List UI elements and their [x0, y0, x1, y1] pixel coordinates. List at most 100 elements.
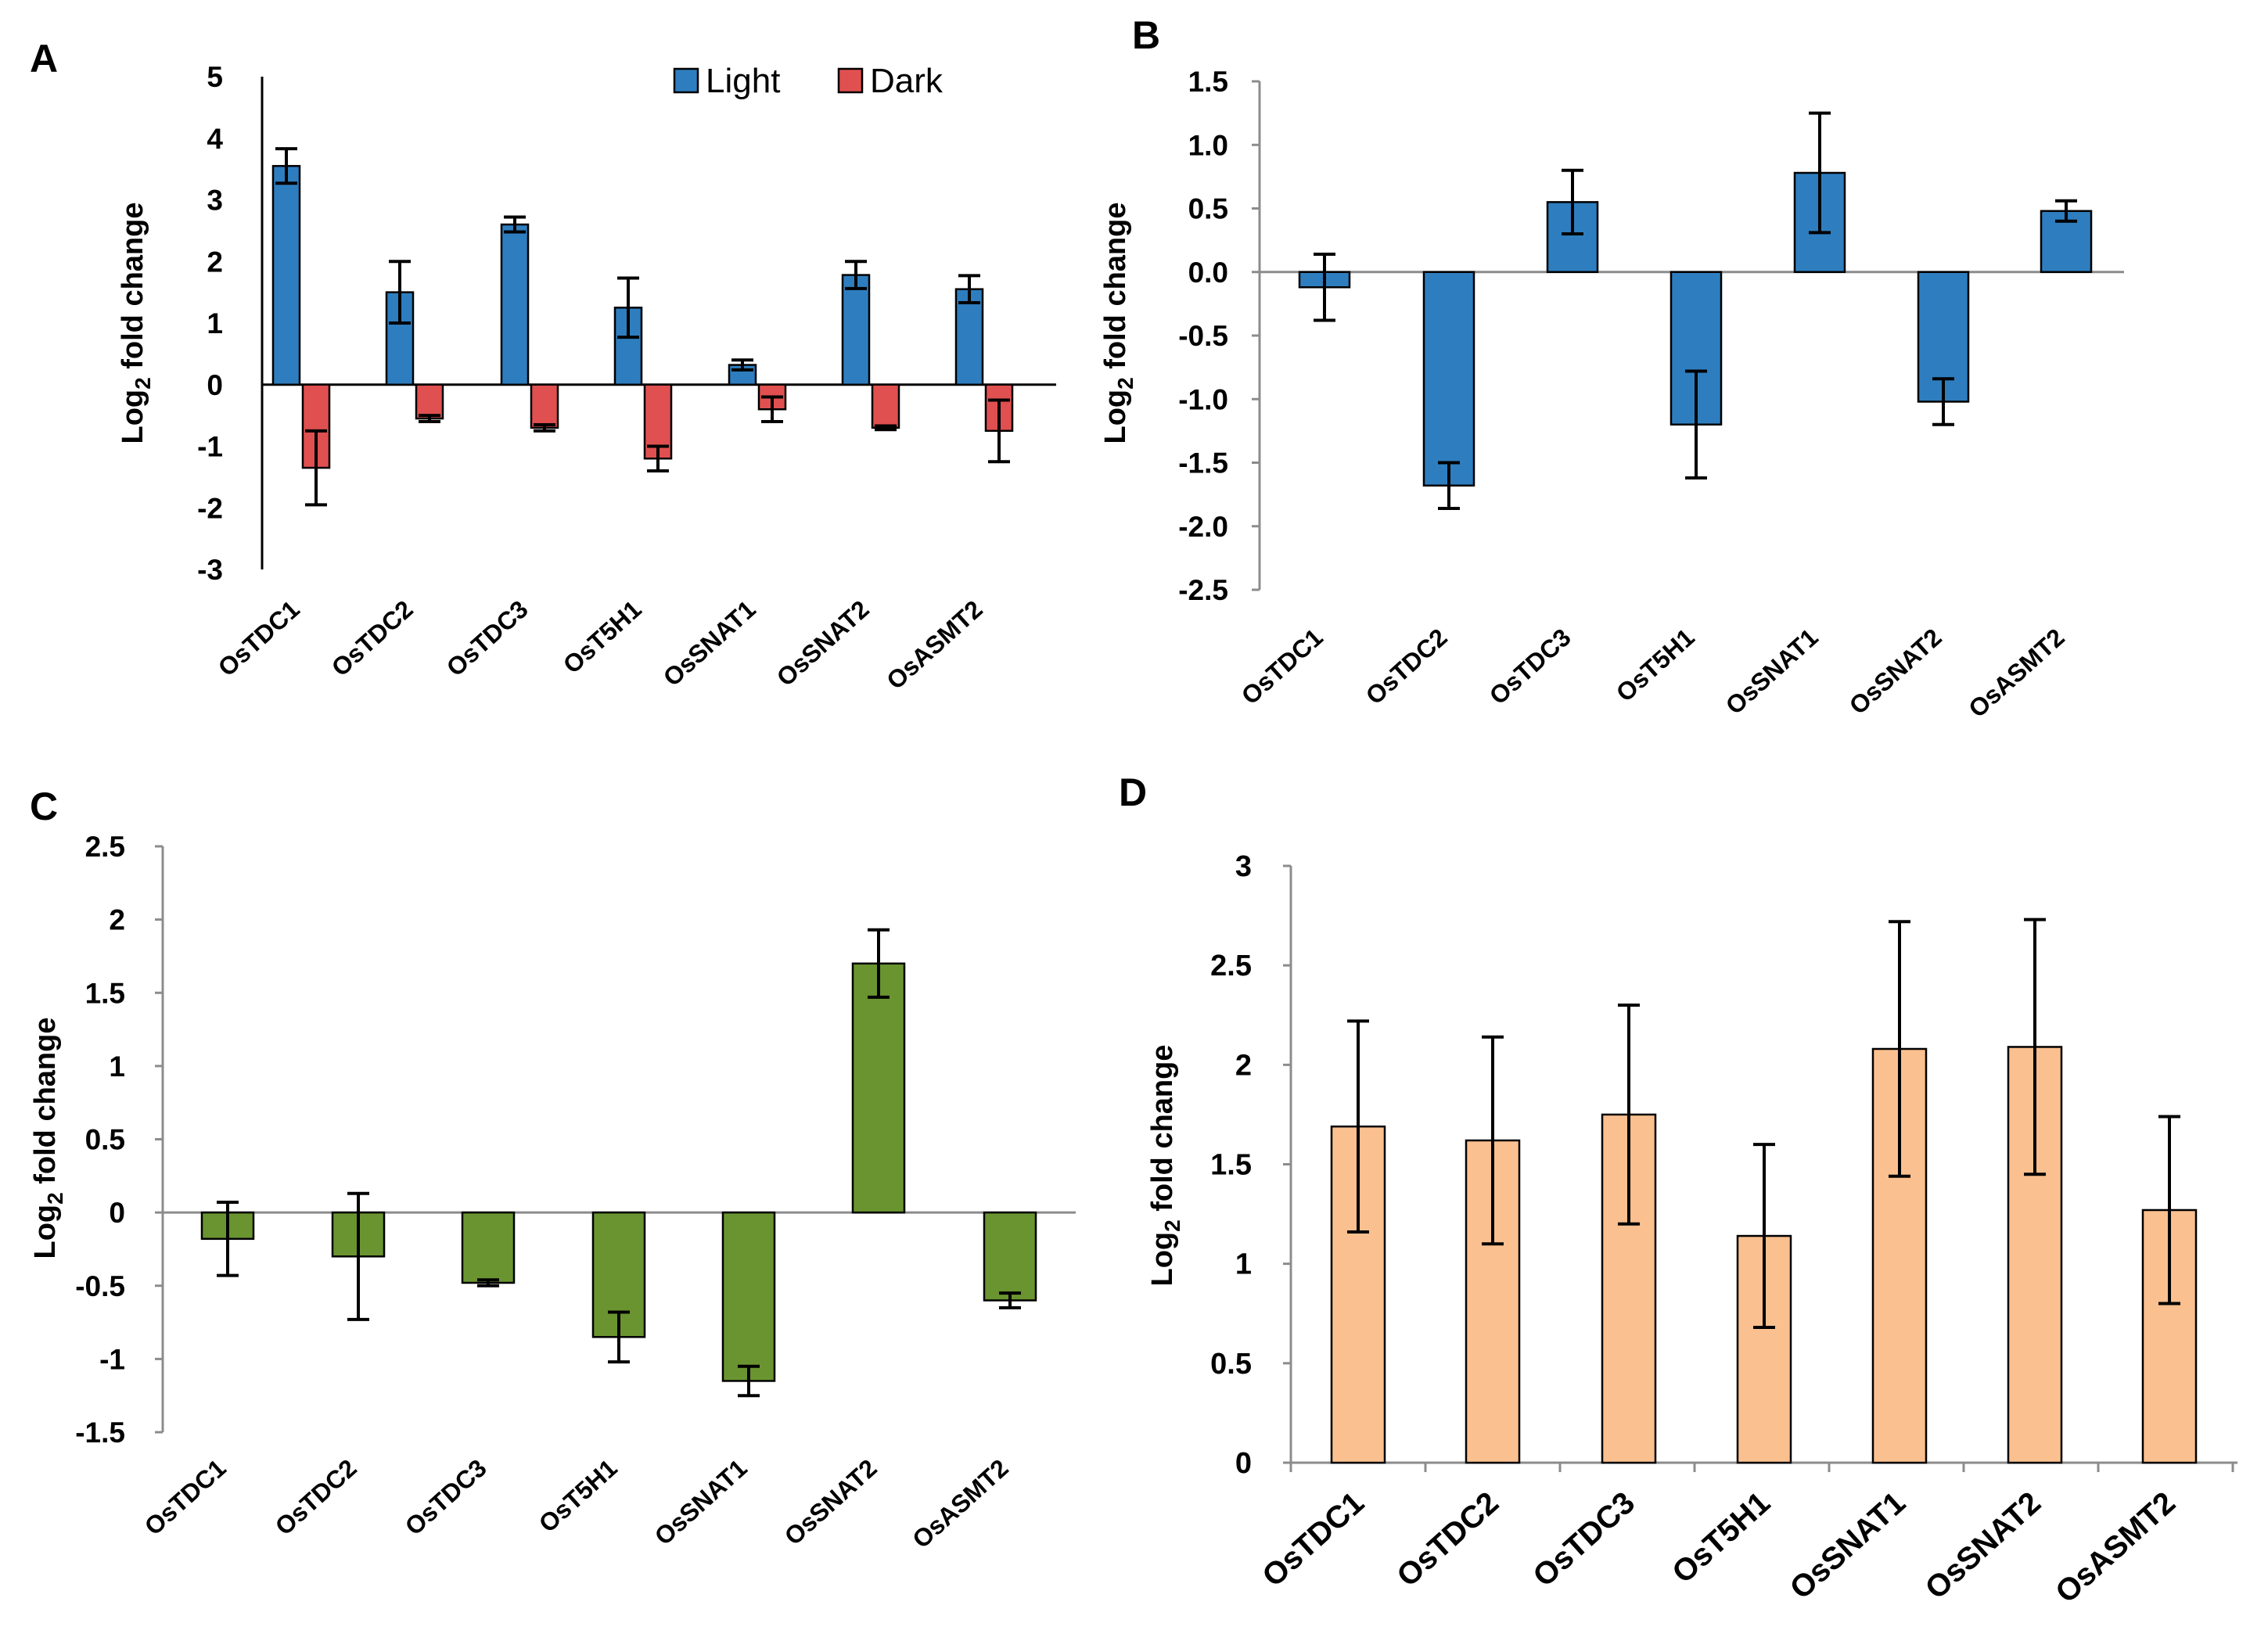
y-tick-label: 2 [207, 246, 223, 278]
bar-light [500, 223, 530, 386]
y-tick-label: -1 [197, 431, 223, 463]
y-axis-label-base: Log [1146, 1232, 1179, 1287]
y-tick-label: -1 [99, 1343, 125, 1375]
bar-dark [530, 383, 559, 429]
y-axis-label-sub: 2 [131, 377, 155, 390]
y-tick-label: 0 [1235, 1447, 1252, 1480]
category-label: OsSNAT1 [658, 594, 761, 691]
category-label: OsTDC1 [213, 594, 305, 681]
y-tick-label: -1.5 [75, 1417, 125, 1449]
y-tick-label: -0.5 [75, 1270, 125, 1302]
y-tick-label: 3 [207, 185, 223, 217]
bar-dark [415, 383, 444, 420]
y-axis-label: Log2 fold change [1146, 1044, 1184, 1286]
bar [1422, 271, 1475, 487]
category-label: OsASMT2 [2049, 1485, 2182, 1610]
panel-letter: C [30, 785, 58, 828]
y-tick-label: -1.0 [1178, 383, 1228, 415]
category-label: OsTDC3 [400, 1453, 492, 1540]
y-tick-label: 1.5 [1210, 1149, 1252, 1182]
y-tick-label: 1.5 [85, 977, 125, 1009]
category-label: OsTDC3 [1484, 623, 1576, 709]
category-label: OsSNAT2 [1919, 1485, 2047, 1606]
y-tick-label: 0 [207, 369, 223, 401]
bar-dark [871, 383, 900, 429]
y-tick-label: 0.5 [85, 1124, 125, 1156]
y-axis-label-sub: 2 [1160, 1219, 1184, 1232]
bar [1546, 201, 1599, 273]
y-tick-label: 1 [109, 1050, 125, 1083]
category-label: OsTDC1 [139, 1453, 232, 1540]
y-axis-label-rest: fold change [29, 1017, 62, 1192]
category-label: OsTDC2 [326, 594, 419, 681]
panel-letter: D [1119, 770, 1147, 814]
bar [1670, 271, 1723, 426]
legend-label-dark: Dark [870, 62, 943, 100]
category-label: OsASMT2 [907, 1453, 1013, 1553]
bar [851, 962, 906, 1214]
y-axis-label: Log2 fold change [29, 1017, 67, 1259]
category-label: OsT5H1 [534, 1453, 623, 1538]
category-label: OsTDC1 [1236, 623, 1328, 709]
y-tick-label: 0.5 [1210, 1348, 1252, 1381]
y-tick-label: 1.0 [1188, 129, 1228, 161]
y-axis-label-base: Log [117, 390, 149, 444]
y-tick-label: 3 [1235, 850, 1252, 883]
legend-swatch-light [673, 67, 699, 94]
y-tick-label: 1.5 [1188, 66, 1228, 98]
y-axis-label-base: Log [29, 1205, 62, 1259]
category-label: OsT5H1 [558, 594, 647, 679]
category-label: OsASMT2 [1963, 623, 2069, 723]
legend: Light Dark [673, 62, 943, 100]
y-tick-label: 2 [109, 904, 125, 936]
bar-light [271, 164, 301, 386]
category-label: OsSNAT2 [779, 1453, 882, 1550]
category-label: OsTDC2 [1360, 623, 1453, 709]
y-tick-label: 1 [1235, 1248, 1252, 1281]
category-label: OsTDC2 [1390, 1485, 1505, 1593]
y-tick-label: 2.5 [1210, 950, 1252, 982]
bar-light [841, 274, 871, 386]
y-axis-label: Log2 fold change [117, 202, 155, 444]
category-label: OsTDC3 [1526, 1485, 1641, 1593]
y-tick-label: -0.5 [1178, 320, 1228, 352]
y-axis-label-rest: fold change [117, 202, 149, 377]
y-tick-label: -3 [197, 554, 223, 586]
y-tick-label: -2.5 [1178, 574, 1228, 606]
bar [983, 1211, 1037, 1302]
y-axis-label-sub: 2 [1113, 377, 1138, 390]
legend-label-light: Light [706, 62, 780, 100]
category-label: OsTDC1 [1256, 1485, 1371, 1593]
y-tick-label: 2.5 [85, 831, 125, 863]
y-axis-label-rest: fold change [1099, 202, 1132, 377]
category-label: OsASMT2 [881, 594, 987, 695]
y-tick-label: 5 [207, 61, 223, 93]
y-tick-label: -2 [197, 492, 223, 524]
category-label: OsSNAT2 [1844, 623, 1947, 720]
category-label: OsSNAT2 [771, 594, 875, 691]
category-label: OsT5H1 [1666, 1485, 1777, 1590]
y-tick-label: 4 [207, 123, 223, 155]
y-axis-label-base: Log [1099, 390, 1132, 444]
panel-letter: B [1132, 13, 1160, 57]
y-tick-label: 1 [207, 307, 223, 339]
category-label: OsSNAT1 [1784, 1485, 1912, 1606]
y-tick-label: 0 [109, 1197, 125, 1229]
y-tick-label: 2 [1235, 1049, 1252, 1082]
bar [721, 1211, 776, 1382]
y-tick-label: 0.0 [1188, 257, 1228, 289]
panel-c: C 2.5 2 1.5 1 0.5 0 -0.5 -1 -1.5 OsTDC1 OsTDC2 OsTDC… [29, 785, 1076, 1553]
y-tick-label: 0.5 [1188, 193, 1228, 225]
category-label: OsT5H1 [1611, 623, 1700, 707]
y-tick-label: -2.0 [1178, 511, 1228, 543]
legend-swatch-dark [837, 67, 864, 94]
y-axis-label-sub: 2 [43, 1192, 67, 1205]
bar [461, 1211, 516, 1284]
y-axis-label-rest: fold change [1146, 1044, 1179, 1219]
y-tick-label: -1.5 [1178, 447, 1228, 479]
panel-letter: A [30, 37, 58, 81]
